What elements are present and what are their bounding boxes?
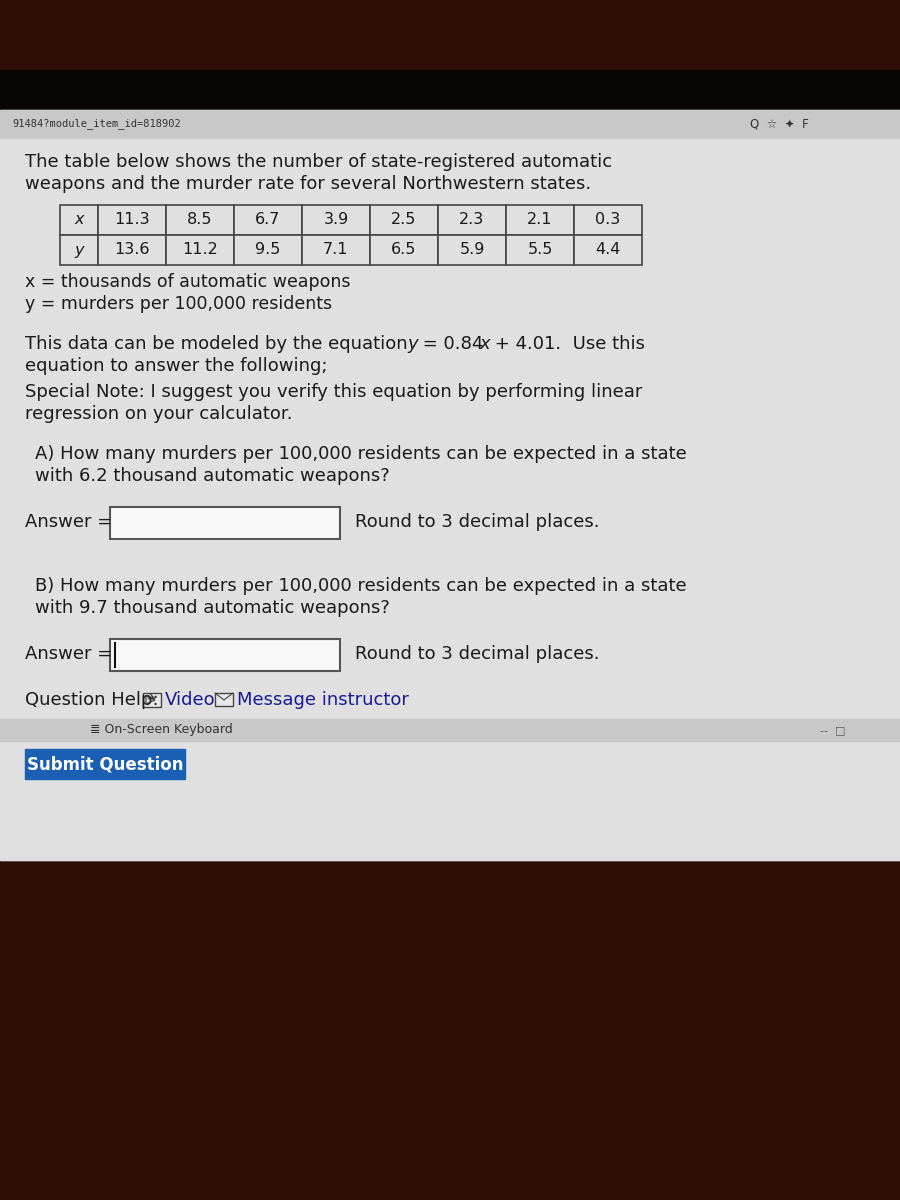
Bar <box>574 235 642 265</box>
Text: Question Help:: Question Help: <box>25 691 158 709</box>
Text: --  □: -- □ <box>820 725 845 734</box>
Bar <box>234 205 302 235</box>
Text: ≣ On-Screen Keyboard: ≣ On-Screen Keyboard <box>90 724 233 737</box>
Bar <box>60 205 98 235</box>
Bar <box>0 70 900 110</box>
Text: equation to answer the following;: equation to answer the following; <box>25 358 328 374</box>
Bar <box>0 719 900 740</box>
Bar <box>0 0 900 110</box>
Bar <box>110 638 340 671</box>
Text: 5.9: 5.9 <box>459 242 485 258</box>
Text: The table below shows the number of state-registered automatic: The table below shows the number of stat… <box>25 152 612 170</box>
Text: Round to 3 decimal places.: Round to 3 decimal places. <box>355 514 599 530</box>
Bar <box>166 235 234 265</box>
Bar <box>25 749 185 779</box>
Bar <box>302 235 370 265</box>
Bar <box>234 235 302 265</box>
Text: B) How many murders per 100,000 residents can be expected in a state: B) How many murders per 100,000 resident… <box>35 577 687 595</box>
Text: regression on your calculator.: regression on your calculator. <box>25 404 292 422</box>
Bar <box>143 692 161 707</box>
Bar <box>0 110 900 138</box>
Text: y: y <box>407 335 418 353</box>
Text: 4.4: 4.4 <box>595 242 621 258</box>
Text: 0.3: 0.3 <box>596 212 621 228</box>
Bar <box>574 205 642 235</box>
Text: Submit Question: Submit Question <box>27 755 184 773</box>
Text: Q  ☆  ✦  F: Q ☆ ✦ F <box>750 118 809 131</box>
Text: with 6.2 thousand automatic weapons?: with 6.2 thousand automatic weapons? <box>35 467 390 485</box>
Text: = 0.84: = 0.84 <box>417 335 483 353</box>
Text: x: x <box>479 335 490 353</box>
Text: 5.5: 5.5 <box>527 242 553 258</box>
Text: This data can be modeled by the equation: This data can be modeled by the equation <box>25 335 413 353</box>
Bar <box>98 205 166 235</box>
Bar <box>0 138 900 860</box>
Bar <box>60 235 98 265</box>
Text: x: x <box>74 212 84 228</box>
Bar <box>0 110 900 860</box>
Bar <box>438 205 506 235</box>
Text: 7.1: 7.1 <box>323 242 349 258</box>
Text: A) How many murders per 100,000 residents can be expected in a state: A) How many murders per 100,000 resident… <box>35 445 687 463</box>
Text: Message instructor: Message instructor <box>237 691 409 709</box>
Text: weapons and the murder rate for several Northwestern states.: weapons and the murder rate for several … <box>25 175 591 193</box>
Text: 11.3: 11.3 <box>114 212 149 228</box>
Bar <box>166 205 234 235</box>
Text: 13.6: 13.6 <box>114 242 149 258</box>
Bar <box>98 235 166 265</box>
Text: 6.7: 6.7 <box>256 212 281 228</box>
Bar <box>370 235 438 265</box>
Text: + 4.01.  Use this: + 4.01. Use this <box>489 335 645 353</box>
Text: 6.5: 6.5 <box>392 242 417 258</box>
Text: Round to 3 decimal places.: Round to 3 decimal places. <box>355 646 599 662</box>
Bar <box>110 506 340 539</box>
Bar <box>438 235 506 265</box>
Text: 11.2: 11.2 <box>182 242 218 258</box>
Text: 2.1: 2.1 <box>527 212 553 228</box>
Bar <box>215 692 233 706</box>
Text: 3.9: 3.9 <box>323 212 348 228</box>
Text: 8.5: 8.5 <box>187 212 212 228</box>
Text: y = murders per 100,000 residents: y = murders per 100,000 residents <box>25 295 332 313</box>
Text: Special Note: I suggest you verify this equation by performing linear: Special Note: I suggest you verify this … <box>25 383 643 401</box>
Text: with 9.7 thousand automatic weapons?: with 9.7 thousand automatic weapons? <box>35 599 390 617</box>
Bar <box>506 235 574 265</box>
Text: y: y <box>74 242 84 258</box>
Text: 91484?module_item_id=818902: 91484?module_item_id=818902 <box>12 119 181 130</box>
Text: 2.5: 2.5 <box>392 212 417 228</box>
Text: Answer =: Answer = <box>25 646 112 662</box>
Text: Answer =: Answer = <box>25 514 112 530</box>
Text: 9.5: 9.5 <box>256 242 281 258</box>
Bar <box>506 205 574 235</box>
Text: 2.3: 2.3 <box>459 212 484 228</box>
Bar <box>302 205 370 235</box>
Bar <box>370 205 438 235</box>
Text: x = thousands of automatic weapons: x = thousands of automatic weapons <box>25 272 350 290</box>
Text: Video: Video <box>165 691 216 709</box>
